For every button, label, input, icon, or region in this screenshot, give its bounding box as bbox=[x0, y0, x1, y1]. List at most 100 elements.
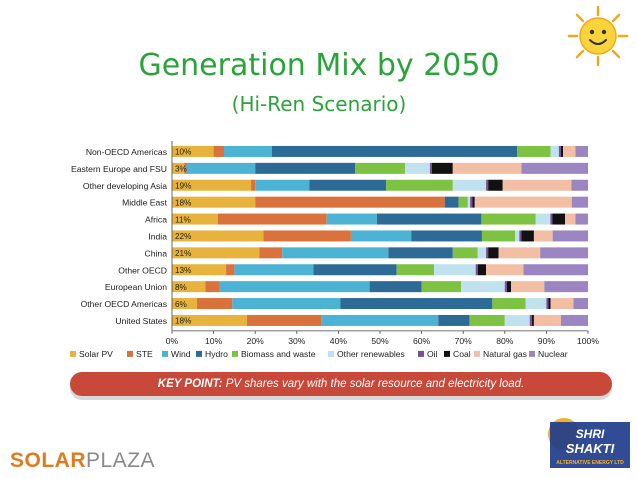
data-label: 18% bbox=[175, 198, 191, 207]
data-label: 21% bbox=[175, 249, 191, 258]
bar-segment bbox=[531, 314, 534, 326]
svg-text:SHRI: SHRI bbox=[576, 427, 605, 441]
page-subtitle: (Hi-Ren Scenario) bbox=[231, 92, 407, 116]
key-point-banner: KEY POINT: PV shares vary with the solar… bbox=[70, 372, 612, 396]
x-tick-label: 90% bbox=[538, 336, 556, 346]
bar-segment bbox=[461, 281, 505, 293]
bar-segment bbox=[474, 196, 572, 208]
bar-segment bbox=[550, 213, 553, 225]
data-label: 6% bbox=[175, 300, 187, 309]
bar-segment bbox=[213, 145, 224, 157]
data-label: 10% bbox=[175, 148, 191, 157]
bar-segment bbox=[369, 281, 422, 293]
bar-segment bbox=[575, 213, 588, 225]
bar-segment bbox=[506, 281, 512, 293]
bar-segment bbox=[486, 264, 524, 276]
bar-segment bbox=[196, 298, 233, 310]
bar-segment bbox=[481, 213, 536, 225]
bar-segment bbox=[271, 145, 518, 157]
data-label: 11% bbox=[175, 215, 191, 224]
bar-segment bbox=[432, 162, 453, 174]
category-label: Other OECD Americas bbox=[81, 299, 167, 309]
bar-segment bbox=[533, 314, 561, 326]
shri-shakti-logo: SHRI SHAKTI ALTERNATIVE ENERGY LTD bbox=[542, 414, 634, 476]
legend-label: Hydro bbox=[205, 349, 228, 359]
bar-segment bbox=[571, 196, 588, 208]
bar-segment bbox=[376, 213, 482, 225]
bar-segment bbox=[519, 230, 522, 242]
legend-label: Coal bbox=[453, 349, 471, 359]
legend-label: Wind bbox=[171, 349, 191, 359]
bar-segment bbox=[467, 196, 471, 208]
bar-segment bbox=[488, 179, 503, 191]
legend-swatch bbox=[418, 350, 424, 357]
x-tick-label: 0% bbox=[166, 336, 179, 346]
stacked-bar-chart: Non-OECD Americas 10% Eastern Europe and F… bbox=[70, 141, 599, 359]
bar-segment bbox=[340, 298, 493, 310]
bar-segment bbox=[251, 179, 256, 191]
bar-segment bbox=[521, 230, 534, 242]
bar-segment bbox=[498, 247, 541, 259]
legend-label: Natural gas bbox=[483, 349, 527, 359]
bar-segment bbox=[560, 145, 564, 157]
bar-segment bbox=[523, 264, 588, 276]
bar-segment bbox=[565, 213, 576, 225]
bar-segment bbox=[172, 162, 185, 174]
bar-segment bbox=[205, 281, 220, 293]
bar-segment bbox=[550, 298, 574, 310]
x-tick-label: 40% bbox=[330, 336, 348, 346]
category-label: Other OECD bbox=[118, 265, 167, 275]
legend-swatch bbox=[70, 350, 76, 357]
x-tick-label: 60% bbox=[413, 336, 431, 346]
legend-swatch bbox=[474, 350, 480, 357]
bar-segment bbox=[172, 213, 218, 225]
bar-segment bbox=[255, 179, 310, 191]
bar-segment bbox=[355, 162, 405, 174]
svg-text:SHAKTI: SHAKTI bbox=[566, 441, 615, 456]
bar-segment bbox=[540, 247, 588, 259]
legend-swatch bbox=[529, 350, 535, 357]
bar-segment bbox=[571, 179, 588, 191]
bar-segment bbox=[469, 314, 505, 326]
bar-segment bbox=[172, 314, 247, 326]
bar-segment bbox=[386, 179, 453, 191]
bar-segment bbox=[184, 162, 187, 174]
category-label: India bbox=[148, 231, 167, 241]
bar-segment bbox=[263, 230, 351, 242]
bar-segment bbox=[172, 145, 214, 157]
category-label: Other developing Asia bbox=[83, 181, 167, 191]
bar-segment bbox=[429, 162, 432, 174]
x-tick-label: 10% bbox=[205, 336, 223, 346]
bar-segment bbox=[388, 247, 453, 259]
bar-segment bbox=[172, 196, 256, 208]
key-point-lead: KEY POINT: bbox=[157, 378, 223, 390]
bar-segment bbox=[544, 281, 588, 293]
legend-label: Nuclear bbox=[538, 349, 568, 359]
bar-segment bbox=[326, 213, 377, 225]
bar-segment bbox=[492, 298, 526, 310]
bar-segment bbox=[172, 298, 197, 310]
bar-segment bbox=[444, 196, 459, 208]
legend-swatch bbox=[232, 350, 238, 357]
bar-segment bbox=[511, 281, 545, 293]
legend-label: Solar PV bbox=[79, 349, 113, 359]
bar-segment bbox=[313, 264, 397, 276]
bar-segment bbox=[234, 264, 314, 276]
bar-segment bbox=[172, 281, 206, 293]
bar-segment bbox=[452, 247, 478, 259]
key-point-text: PV shares vary with the solar resource a… bbox=[222, 378, 525, 390]
bar-segment bbox=[219, 281, 370, 293]
bar-segment bbox=[535, 213, 551, 225]
bar-segment bbox=[172, 264, 227, 276]
bar-segment bbox=[486, 247, 489, 259]
bar-segment bbox=[575, 145, 588, 157]
category-label: European Union bbox=[105, 282, 167, 292]
bar-segment bbox=[396, 264, 435, 276]
legend-label: Biomass and waste bbox=[241, 349, 316, 359]
solarplaza-logo: SOLARPLAZA bbox=[10, 449, 156, 472]
x-tick-label: 30% bbox=[288, 336, 306, 346]
data-label: 3% bbox=[175, 165, 187, 174]
bar-segment bbox=[552, 213, 566, 225]
bar-segment bbox=[517, 145, 551, 157]
category-label: Africa bbox=[145, 215, 167, 225]
